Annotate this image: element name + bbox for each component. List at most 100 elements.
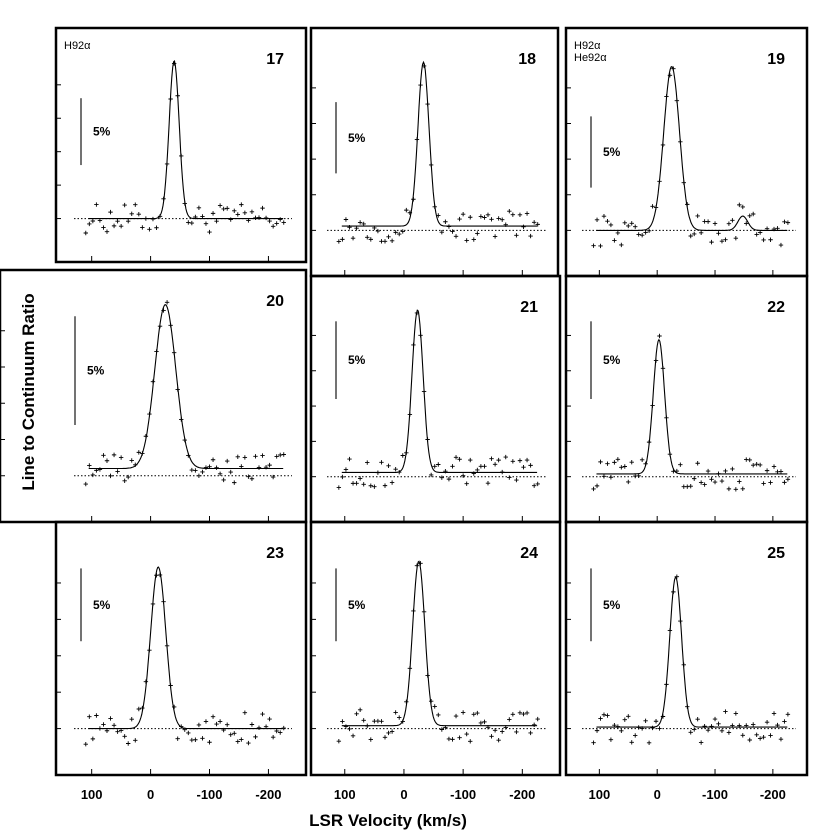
data-point [489,456,494,461]
data-point [653,205,659,210]
data-point [239,464,244,469]
data-point [503,725,508,730]
data-point [747,457,752,463]
data-point [389,729,395,734]
data-point [157,323,163,329]
panel-20: 5% 20 [0,268,308,524]
data-point [524,710,530,716]
data-point [468,739,473,744]
data-point [115,729,120,734]
data-point [771,226,777,232]
data-point [400,229,405,234]
data-point [350,733,356,739]
data-point [147,227,152,232]
data-point [354,225,359,231]
scale-bar-label: 5% [93,598,111,612]
data-point [425,673,430,678]
data-point [267,462,272,468]
data-point [744,723,749,728]
data-point [678,618,683,624]
data-point [347,726,352,732]
data-point [372,225,377,231]
data-point [464,238,469,243]
data-point [591,243,596,248]
gaussian-fit-line [341,60,538,227]
panel-18: 5% 18 [309,26,560,278]
scale-bar-label: 5% [93,125,111,139]
data-point [664,94,669,99]
data-point [389,238,395,244]
data-point [83,481,88,487]
data-point [115,469,120,474]
panel-number: 24 [520,545,538,562]
data-point [667,628,673,633]
data-point [203,719,209,724]
data-point [111,452,117,458]
panel-number: 23 [266,545,284,562]
data-point [716,471,721,476]
data-point [775,722,780,728]
data-point [200,214,205,219]
data-point [761,734,766,740]
data-point [343,724,349,729]
data-point [203,465,209,470]
data-point [500,217,505,222]
data-point [528,233,533,239]
data-point [496,216,501,221]
data-point [97,218,103,223]
data-point [386,234,391,240]
data-point [514,477,519,483]
data-point [450,464,455,469]
data-point [347,225,352,230]
data-point [217,471,223,477]
data-point [657,179,662,184]
data-point [524,457,530,463]
panel-grid: 5%17H92α5%185%19H92αHe92α5%205%215%225%2… [0,26,809,802]
data-point [90,472,96,478]
data-point [239,737,244,742]
data-point [436,213,441,218]
data-point [785,220,791,225]
data-point [726,486,732,492]
data-point [771,464,777,469]
data-point [210,211,216,216]
data-point [626,479,631,485]
x-tick-label: -100 [702,787,728,802]
data-point [612,460,617,465]
data-point [168,323,173,328]
data-point [389,480,395,485]
data-point [719,728,725,734]
data-point [161,308,166,313]
data-point [267,218,272,224]
data-point [492,728,498,733]
data-point [478,720,484,726]
data-point [143,679,149,684]
data-point [639,726,645,731]
data-point [140,225,145,230]
data-point [764,226,770,231]
data-point [111,223,117,229]
data-point [601,712,607,717]
data-point [418,82,423,88]
data-point [521,711,526,717]
data-point [443,219,448,224]
data-point [432,704,437,709]
data-point [726,730,732,735]
data-point [214,465,219,470]
data-point [439,727,445,732]
data-point [626,714,631,719]
data-point [605,461,610,466]
data-point [457,216,462,222]
data-point [196,473,202,478]
data-point [161,599,166,604]
data-point [270,224,276,229]
x-tick-label: -200 [760,787,786,802]
data-point [224,206,230,211]
gaussian-fit-line [596,65,788,231]
data-point [705,468,711,474]
data-point [421,389,427,394]
data-point [439,229,445,235]
data-point [118,223,124,229]
data-point [639,457,645,462]
data-point [267,716,272,722]
